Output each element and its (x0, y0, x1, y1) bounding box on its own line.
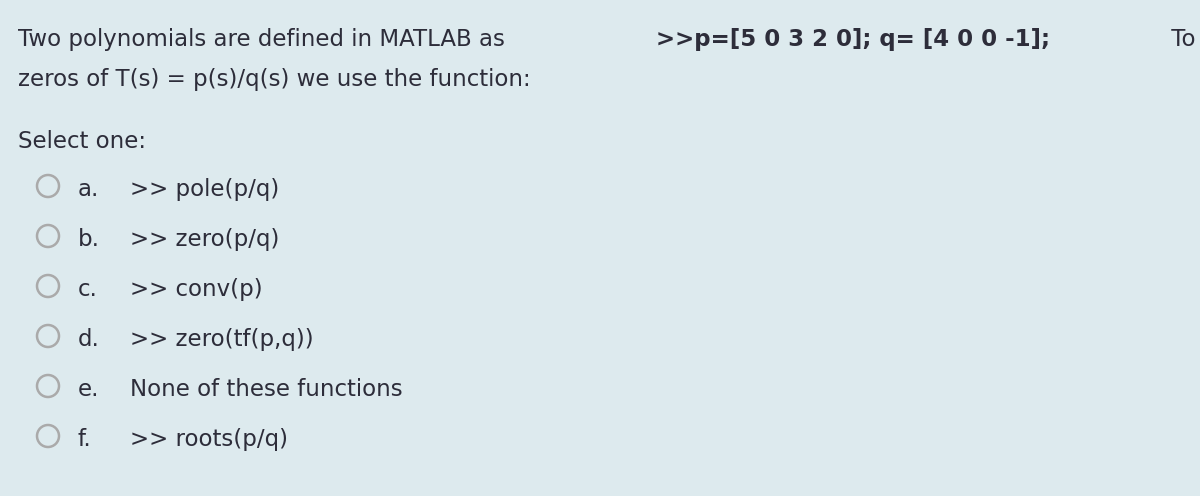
Text: >>p=[5 0 3 2 0]; q= [4 0 0 -1];: >>p=[5 0 3 2 0]; q= [4 0 0 -1]; (655, 28, 1050, 51)
Text: c.: c. (78, 278, 98, 301)
Text: >> roots(p/q): >> roots(p/q) (130, 428, 288, 451)
Text: >> pole(p/q): >> pole(p/q) (130, 178, 280, 201)
Text: Select one:: Select one: (18, 130, 146, 153)
Text: d.: d. (78, 328, 100, 351)
Text: None of these functions: None of these functions (130, 378, 403, 401)
Text: b.: b. (78, 228, 100, 251)
Text: >> zero(p/q): >> zero(p/q) (130, 228, 280, 251)
Text: f.: f. (78, 428, 91, 451)
Text: Two polynomials are defined in MATLAB as: Two polynomials are defined in MATLAB as (18, 28, 512, 51)
Text: zeros of T(s) = p(s)/q(s) we use the function:: zeros of T(s) = p(s)/q(s) we use the fun… (18, 68, 530, 91)
Text: a.: a. (78, 178, 100, 201)
Text: e.: e. (78, 378, 100, 401)
Text: >> zero(tf(p,q)): >> zero(tf(p,q)) (130, 328, 313, 351)
Text: To find the: To find the (1164, 28, 1200, 51)
Text: >> conv(p): >> conv(p) (130, 278, 263, 301)
